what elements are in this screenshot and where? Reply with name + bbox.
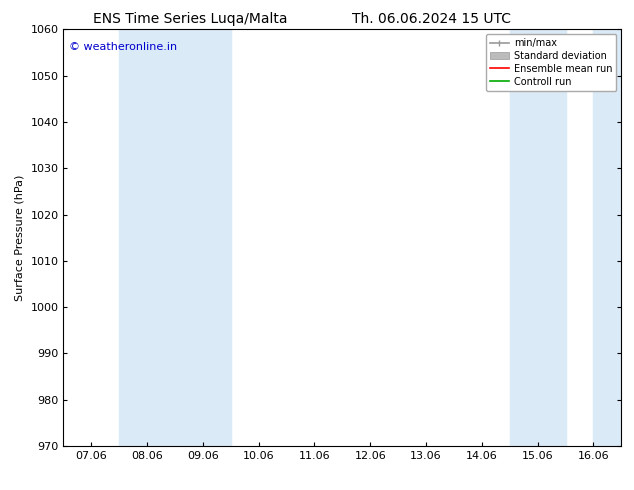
Legend: min/max, Standard deviation, Ensemble mean run, Controll run: min/max, Standard deviation, Ensemble me… — [486, 34, 616, 91]
Y-axis label: Surface Pressure (hPa): Surface Pressure (hPa) — [15, 174, 25, 301]
Bar — [119, 29, 231, 446]
Text: © weatheronline.in: © weatheronline.in — [69, 42, 177, 52]
Bar — [593, 29, 621, 446]
Bar — [510, 29, 566, 446]
Text: ENS Time Series Luqa/Malta: ENS Time Series Luqa/Malta — [93, 12, 287, 26]
Text: Th. 06.06.2024 15 UTC: Th. 06.06.2024 15 UTC — [352, 12, 510, 26]
